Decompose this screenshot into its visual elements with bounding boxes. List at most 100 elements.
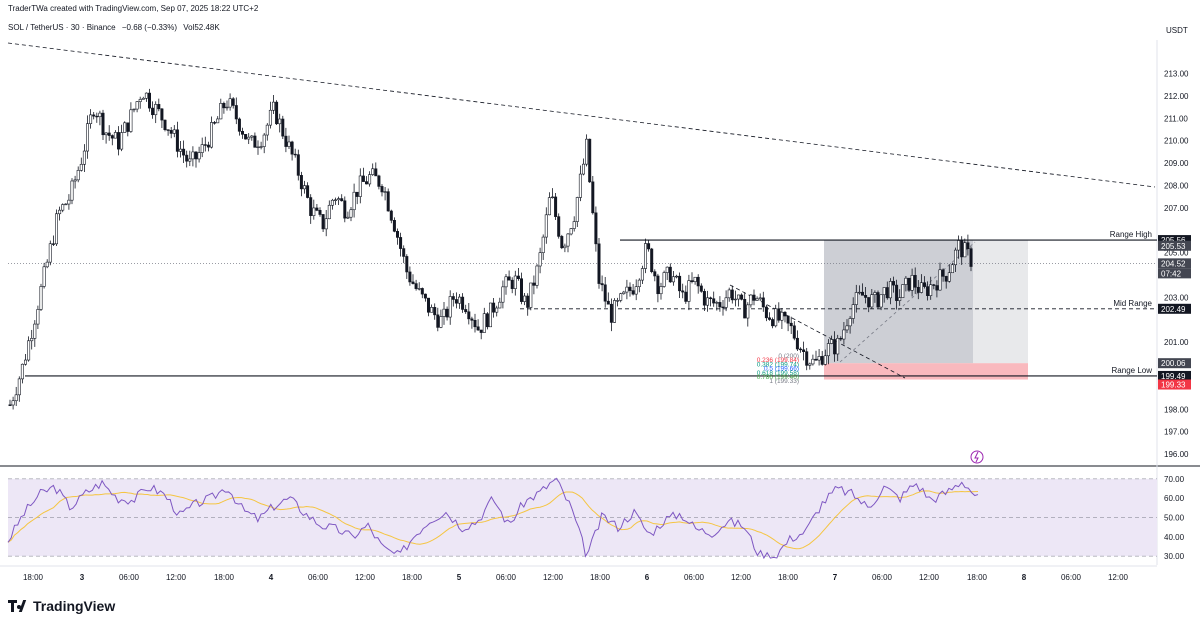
candle-body-153 bbox=[482, 313, 486, 333]
candle-body-255 bbox=[798, 348, 802, 351]
symbol-legend[interactable]: SOL / TetherUS · 30 · Binance −0.68 (−0.… bbox=[8, 23, 224, 32]
candle-body-180 bbox=[566, 233, 570, 247]
candle-body-264 bbox=[826, 343, 830, 357]
candle-body-209 bbox=[656, 275, 660, 295]
price-tag-bg-2 bbox=[1158, 258, 1191, 269]
candle-body-91 bbox=[290, 141, 294, 155]
candle-body-1 bbox=[11, 400, 15, 406]
rsi-tick-1: 40.00 bbox=[1164, 533, 1185, 542]
candle-body-303 bbox=[947, 272, 951, 282]
candle-body-293 bbox=[916, 286, 920, 293]
candle-body-169 bbox=[532, 282, 536, 286]
candle-body-191 bbox=[600, 283, 604, 286]
candle-body-171 bbox=[538, 252, 542, 267]
candle-body-221 bbox=[693, 276, 697, 282]
candle-body-243 bbox=[761, 297, 765, 308]
candle-body-133 bbox=[420, 288, 424, 295]
fib-label-3: 0.5 (199.66) bbox=[764, 366, 799, 373]
candle-body-203 bbox=[637, 279, 641, 288]
candle-body-36 bbox=[120, 132, 124, 150]
candle-body-247 bbox=[774, 308, 778, 327]
price-tick-9: 205.00 bbox=[1164, 249, 1189, 258]
price-tick-11: 207.00 bbox=[1164, 204, 1189, 213]
candle-body-96 bbox=[306, 185, 310, 198]
candle-body-104 bbox=[330, 199, 334, 206]
candle-body-173 bbox=[544, 214, 548, 238]
candle-body-254 bbox=[795, 337, 799, 350]
candle-body-299 bbox=[935, 285, 939, 291]
candle-body-152 bbox=[479, 329, 483, 333]
candle-body-93 bbox=[296, 154, 300, 176]
candle-body-163 bbox=[513, 275, 517, 289]
candle-body-108 bbox=[343, 200, 347, 219]
candle-body-186 bbox=[585, 138, 589, 165]
candle-body-222 bbox=[696, 276, 700, 287]
candle-body-143 bbox=[451, 296, 455, 300]
range-line-label-0: Range High bbox=[1110, 230, 1152, 239]
candle-body-134 bbox=[423, 293, 427, 299]
price-tick-14: 210.00 bbox=[1164, 137, 1189, 146]
candle-body-179 bbox=[563, 245, 567, 249]
candle-body-204 bbox=[640, 268, 644, 281]
candle-body-28 bbox=[95, 115, 99, 118]
candle-body-92 bbox=[293, 153, 297, 156]
candle-body-71 bbox=[228, 98, 232, 108]
candle-body-64 bbox=[206, 144, 210, 148]
candle-body-273 bbox=[854, 292, 858, 305]
candle-body-68 bbox=[219, 103, 223, 120]
candle-body-103 bbox=[327, 204, 331, 220]
candle-body-288 bbox=[901, 284, 905, 298]
candle-body-297 bbox=[929, 284, 933, 296]
candle-body-284 bbox=[888, 281, 892, 299]
candle-body-306 bbox=[957, 240, 961, 251]
candle-body-5 bbox=[23, 359, 27, 365]
candle-body-174 bbox=[547, 197, 551, 216]
candle-body-244 bbox=[764, 306, 768, 319]
rsi-ma-line bbox=[7, 490, 979, 550]
candle-body-185 bbox=[581, 163, 585, 175]
price-tag-bg-5 bbox=[1158, 370, 1191, 381]
candle-body-156 bbox=[492, 302, 496, 313]
candle-body-252 bbox=[789, 322, 793, 327]
candle-body-39 bbox=[129, 109, 133, 132]
candle-body-262 bbox=[820, 356, 824, 365]
candle-body-270 bbox=[845, 325, 849, 331]
tradingview-logo[interactable]: TradingView bbox=[8, 598, 115, 614]
candle-body-183 bbox=[575, 197, 579, 222]
candle-body-57 bbox=[185, 154, 189, 162]
fib-label-0: 0 (200) bbox=[778, 353, 799, 360]
price-tick-17: 213.00 bbox=[1164, 70, 1189, 79]
rsi-line bbox=[7, 477, 979, 560]
candle-body-86 bbox=[275, 101, 279, 125]
candle-body-139 bbox=[439, 316, 443, 328]
candle-body-23 bbox=[79, 163, 83, 171]
candle-body-144 bbox=[454, 299, 458, 304]
fib-label-1: 0.236 (199.84) bbox=[757, 357, 799, 364]
candle-body-27 bbox=[92, 114, 96, 117]
symbol-name[interactable]: SOL / TetherUS · 30 · Binance bbox=[8, 23, 116, 32]
candle-body-217 bbox=[681, 290, 685, 293]
candle-body-51 bbox=[166, 129, 170, 131]
candle-body-3 bbox=[17, 378, 21, 396]
currency-label[interactable]: USDT bbox=[1166, 26, 1188, 35]
candle-body-148 bbox=[467, 311, 471, 320]
price-tick-1: 197.00 bbox=[1164, 428, 1189, 437]
candle-body-16 bbox=[58, 209, 62, 215]
time-tick-3: 12:00 bbox=[166, 573, 187, 582]
time-tick-22: 06:00 bbox=[1061, 573, 1082, 582]
candle-body-10 bbox=[39, 286, 43, 310]
candle-body-214 bbox=[671, 276, 675, 283]
price-tick-2: 198.00 bbox=[1164, 405, 1189, 414]
rsi-tick-2: 50.00 bbox=[1164, 514, 1185, 523]
candle-body-48 bbox=[157, 104, 161, 110]
candle-body-277 bbox=[867, 297, 871, 308]
candle-body-8 bbox=[33, 323, 37, 339]
price-tick-0: 196.00 bbox=[1164, 450, 1189, 459]
candle-body-235 bbox=[736, 294, 740, 300]
candle-body-69 bbox=[222, 103, 226, 109]
candle-body-116 bbox=[368, 174, 372, 185]
attribution: TraderTWa created with TradingView.com, … bbox=[8, 4, 259, 13]
price-tag-0: 205.56 bbox=[1161, 236, 1186, 245]
candle-body-4 bbox=[20, 363, 24, 380]
